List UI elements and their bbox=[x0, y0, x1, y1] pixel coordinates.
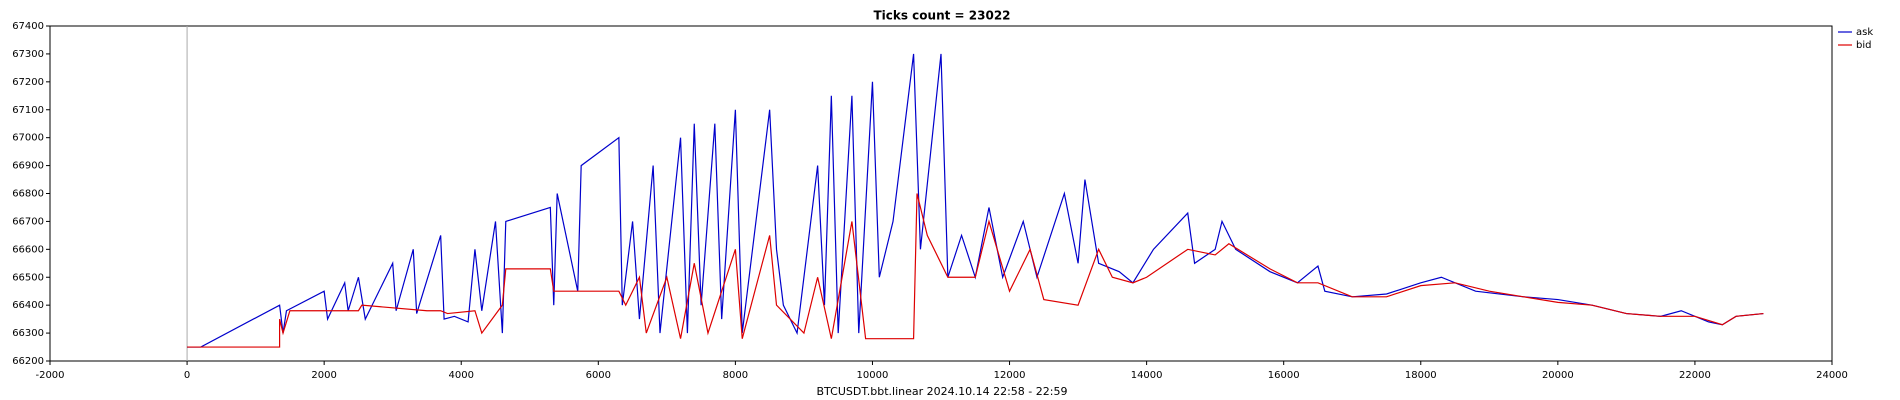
x-tick-label: 16000 bbox=[1268, 370, 1300, 381]
y-tick-label: 66200 bbox=[12, 356, 44, 367]
series-line bbox=[187, 193, 1764, 348]
series-line bbox=[187, 53, 1764, 348]
legend-label: bid bbox=[1856, 40, 1871, 51]
y-tick-label: 66800 bbox=[12, 189, 44, 200]
y-tick-label: 66600 bbox=[12, 244, 44, 255]
x-tick-label: 14000 bbox=[1131, 370, 1163, 381]
x-tick-label: 24000 bbox=[1816, 370, 1848, 381]
y-tick-label: 66300 bbox=[12, 328, 44, 339]
x-tick-label: 18000 bbox=[1405, 370, 1437, 381]
x-tick-label: 10000 bbox=[857, 370, 889, 381]
x-tick-label: 22000 bbox=[1679, 370, 1711, 381]
y-tick-label: 66400 bbox=[12, 300, 44, 311]
y-tick-label: 67100 bbox=[12, 105, 44, 116]
chart-title: Ticks count = 23022 bbox=[873, 9, 1010, 23]
x-tick-label: 8000 bbox=[723, 370, 748, 381]
y-tick-label: 66900 bbox=[12, 161, 44, 172]
x-tick-label: 0 bbox=[184, 370, 190, 381]
y-tick-label: 67400 bbox=[12, 21, 44, 32]
y-tick-label: 66500 bbox=[12, 272, 44, 283]
y-tick-label: 67200 bbox=[12, 77, 44, 88]
x-tick-label: 12000 bbox=[994, 370, 1026, 381]
y-tick-label: 66700 bbox=[12, 216, 44, 227]
legend-label: ask bbox=[1856, 27, 1873, 38]
y-tick-label: 67000 bbox=[12, 133, 44, 144]
x-axis-label: BTCUSDT.bbt.linear 2024.10.14 22:58 - 22… bbox=[817, 385, 1068, 398]
x-tick-label: 4000 bbox=[449, 370, 474, 381]
x-tick-label: 6000 bbox=[586, 370, 611, 381]
x-tick-label: 20000 bbox=[1542, 370, 1574, 381]
x-tick-label: 2000 bbox=[311, 370, 336, 381]
y-tick-label: 67300 bbox=[12, 49, 44, 60]
x-tick-label: -2000 bbox=[35, 370, 64, 381]
